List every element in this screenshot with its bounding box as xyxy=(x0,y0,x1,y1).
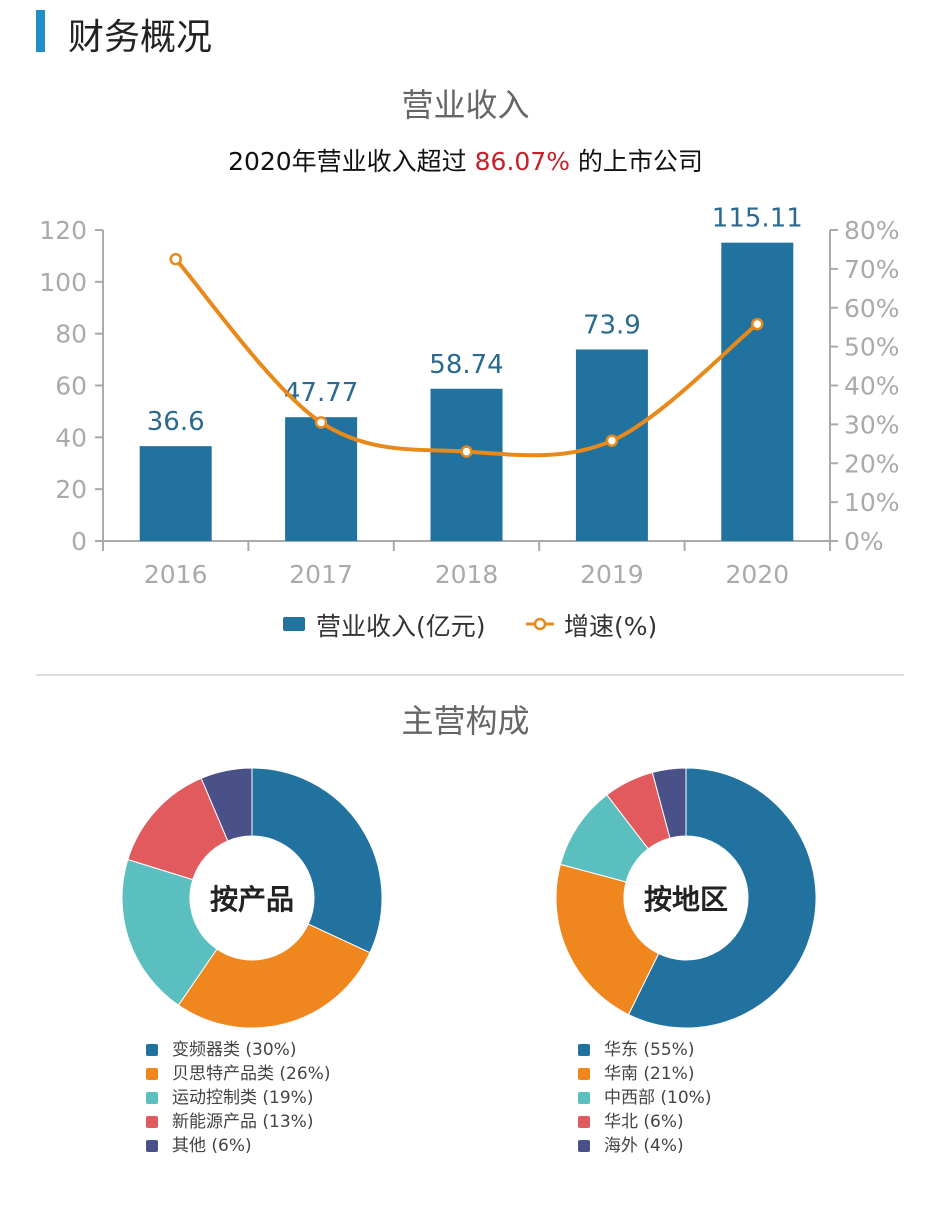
region-pie-slice xyxy=(555,863,660,1016)
left-axis-tick-label: 0 xyxy=(71,527,87,556)
page-title: 财务概况 xyxy=(68,17,213,58)
legend-swatch xyxy=(578,1092,590,1104)
legend-item: 贝思特产品类 (26%) xyxy=(146,1062,330,1086)
legend-item: 华南 (21%) xyxy=(578,1062,711,1086)
revenue-bar xyxy=(139,446,212,541)
x-axis-tick-label: 2016 xyxy=(144,560,208,589)
revenue-bar xyxy=(430,388,503,541)
right-axis-tick-label: 50% xyxy=(844,333,900,362)
x-axis-tick-label: 2020 xyxy=(725,560,789,589)
revenue-title: 营业收入 xyxy=(401,86,530,124)
bar-data-label: 73.9 xyxy=(583,310,641,340)
right-axis-tick-label: 0% xyxy=(844,527,884,556)
growth-point xyxy=(169,252,182,266)
subtitle-suffix: 的上市公司 xyxy=(569,147,703,176)
product-pie-center-label: 按产品 xyxy=(210,883,294,916)
right-axis-tick-label: 80% xyxy=(844,216,900,245)
legend-line-marker xyxy=(533,617,547,631)
subtitle-prefix: 2020年营业收入超过 xyxy=(228,147,475,176)
legend-item: 海外 (4%) xyxy=(578,1134,711,1158)
legend-label: 华南 (21%) xyxy=(604,1064,695,1084)
revenue-subtitle: 2020年营业收入超过 86.07% 的上市公司 xyxy=(0,142,931,178)
revenue-bar xyxy=(721,242,794,541)
left-axis-tick-label: 60 xyxy=(55,372,87,401)
x-axis-tick-label: 2019 xyxy=(580,560,644,589)
legend-swatch xyxy=(578,1068,590,1080)
left-axis-tick-label: 80 xyxy=(55,320,87,349)
legend-label: 华北 (6%) xyxy=(604,1112,684,1132)
left-axis-tick-label: 20 xyxy=(55,475,87,504)
right-axis-tick-label: 70% xyxy=(844,255,900,284)
right-axis-tick-label: 60% xyxy=(844,294,900,323)
legend-growth-label: 增速(%) xyxy=(564,612,657,641)
legend-revenue-label: 营业收入(亿元) xyxy=(316,612,486,641)
bar-data-label: 58.74 xyxy=(429,350,503,380)
legend-swatch xyxy=(146,1116,158,1128)
region-pie-slice xyxy=(651,767,687,839)
right-axis-tick-label: 10% xyxy=(844,488,900,517)
right-axis-tick-label: 30% xyxy=(844,410,900,439)
legend-label: 华东 (55%) xyxy=(604,1040,695,1060)
legend-item: 华北 (6%) xyxy=(578,1110,711,1134)
subtitle-highlight: 86.07% xyxy=(474,147,570,176)
product-legend: 变频器类 (30%) 贝思特产品类 (26%) 运动控制类 (19%) 新能源产品 (… xyxy=(146,1038,330,1158)
right-axis-tick-label: 20% xyxy=(844,449,900,478)
legend-item: 变频器类 (30%) xyxy=(146,1038,330,1062)
x-axis-tick-label: 2018 xyxy=(435,560,499,589)
growth-point xyxy=(605,434,619,447)
legend-item: 华东 (55%) xyxy=(578,1038,711,1062)
legend-label: 运动控制类 (19%) xyxy=(172,1088,314,1108)
bar-data-label: 36.6 xyxy=(147,407,205,437)
left-axis-tick-label: 40 xyxy=(55,423,87,452)
left-axis-tick-label: 120 xyxy=(39,216,87,245)
region-pie-slice xyxy=(627,767,817,1029)
section-divider xyxy=(36,674,904,676)
product-pie-slice xyxy=(121,858,218,1006)
growth-point xyxy=(314,416,328,429)
product-pie-slice xyxy=(200,767,253,842)
composition-title: 主营构成 xyxy=(401,702,530,740)
left-axis-tick-label: 100 xyxy=(39,268,87,297)
right-axis-tick-label: 40% xyxy=(844,372,900,401)
legend-swatch xyxy=(146,1068,158,1080)
legend-label: 海外 (4%) xyxy=(604,1136,684,1156)
region-legend: 华东 (55%) 华南 (21%) 中西部 (10%) 华北 (6%) 海外 (4%) xyxy=(578,1038,711,1158)
revenue-bar xyxy=(285,417,358,541)
legend-item: 其他 (6%) xyxy=(146,1134,330,1158)
legend-label: 其他 (6%) xyxy=(172,1136,252,1156)
legend-label: 中西部 (10%) xyxy=(604,1088,712,1108)
header-accent-bar xyxy=(36,10,45,52)
product-pie-slice xyxy=(177,923,371,1029)
legend-swatch xyxy=(146,1092,158,1104)
legend-label: 贝思特产品类 (26%) xyxy=(172,1064,331,1084)
bar-data-label: 115.11 xyxy=(712,204,803,234)
legend-item: 新能源产品 (13%) xyxy=(146,1110,330,1134)
legend-bar-swatch xyxy=(283,617,305,631)
legend-swatch xyxy=(578,1044,590,1056)
legend-swatch xyxy=(578,1140,590,1152)
legend-swatch xyxy=(146,1140,158,1152)
product-pie-slice xyxy=(251,767,383,954)
legend-swatch xyxy=(578,1116,590,1128)
bar-data-label: 47.77 xyxy=(284,378,358,408)
legend-item: 运动控制类 (19%) xyxy=(146,1086,330,1110)
legend-item: 中西部 (10%) xyxy=(578,1086,711,1110)
growth-point xyxy=(751,317,764,331)
legend-label: 变频器类 (30%) xyxy=(172,1040,297,1060)
x-axis-tick-label: 2017 xyxy=(289,560,353,589)
legend-label: 新能源产品 (13%) xyxy=(172,1112,314,1132)
legend-swatch xyxy=(146,1044,158,1056)
growth-point xyxy=(460,445,473,458)
region-pie-center-label: 按地区 xyxy=(644,883,728,916)
